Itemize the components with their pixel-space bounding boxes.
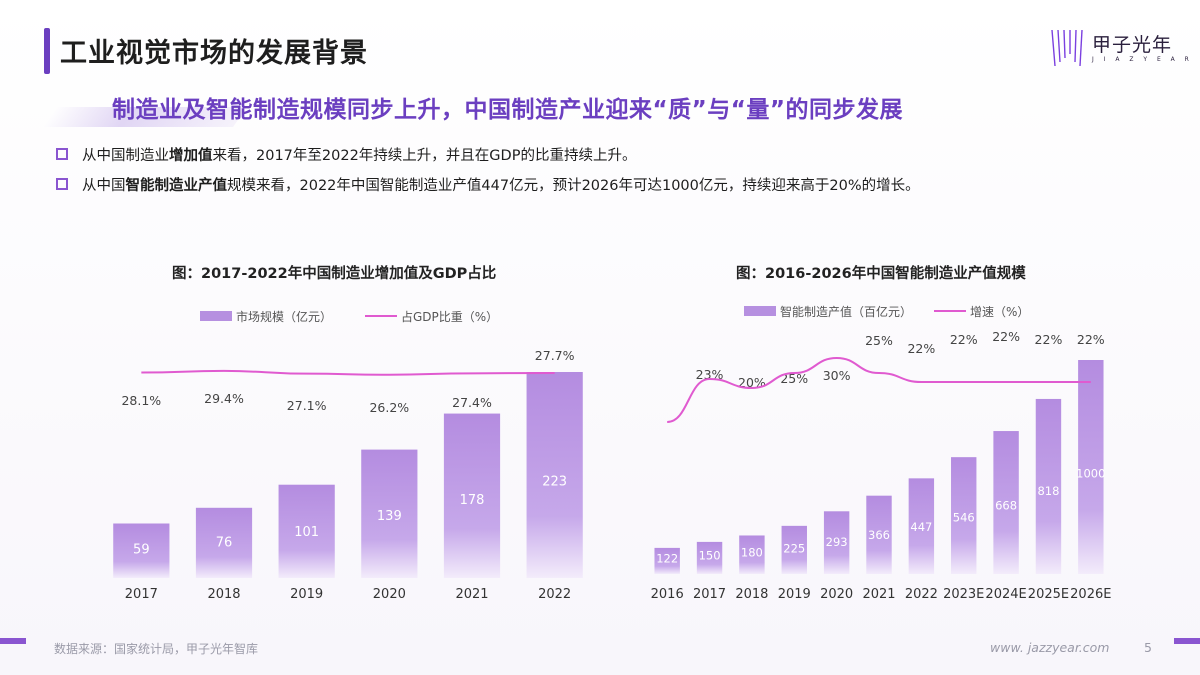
chart-2-bar — [993, 431, 1019, 574]
chart-2-x-tick: 2026E — [1070, 587, 1111, 602]
data-source: 数据来源：国家统计局，甲子光年智库 — [54, 642, 259, 656]
chart-2-bar — [654, 547, 680, 574]
chart-1-line-label: 27.7% — [535, 348, 575, 363]
chart-1-line-label: 27.1% — [287, 398, 327, 413]
chart-1-x-tick: 2020 — [373, 587, 406, 602]
chart-2-line-label: 22% — [1035, 332, 1063, 347]
chart-2-x-tick: 2022 — [905, 587, 938, 602]
chart-2-line-label: 25% — [865, 333, 893, 348]
chart-2-legend-line-label: 增速（%） — [970, 305, 1029, 319]
chart-2-x-tick: 2024E — [985, 587, 1026, 602]
chart-2-bar — [1078, 360, 1104, 574]
chart-1-line-label: 28.1% — [121, 393, 161, 408]
chart-2-bar — [739, 535, 765, 574]
chart-2-bar — [781, 525, 807, 574]
chart-1-legend-bar-label: 市场规模（亿元） — [236, 309, 332, 324]
chart-2-title: 图：2016-2026年中国智能制造业产值规模 — [736, 266, 1026, 282]
chart-2-bar — [908, 478, 935, 574]
chart-2-legend-bar-swatch — [744, 306, 776, 316]
chart-2-bar-value: 447 — [910, 520, 932, 534]
chart-1-bar-value: 76 — [216, 535, 233, 550]
slide-subtitle: 制造业及智能制造规模同步上升，中国制造产业迎来“质”与“量”的同步发展 — [112, 97, 903, 123]
chart-2-bar-value: 1000 — [1076, 467, 1105, 481]
chart-1-bar-value: 223 — [542, 474, 567, 489]
chart-2-x-tick: 2019 — [778, 587, 811, 602]
page-number: 5 — [1144, 640, 1152, 655]
bullet-1: 从中国制造业增加值来看，2017年至2022年持续上升，并且在GDP的比重持续上… — [56, 144, 636, 165]
chart-2-line-label: 25% — [780, 371, 808, 386]
chart-1-bar — [361, 449, 418, 578]
chart-2-bar-value: 225 — [783, 541, 805, 555]
bullet-1-post: 来看，2017年至2022年持续上升，并且在GDP的比重持续上升。 — [212, 148, 637, 164]
chart-2-bar-value: 668 — [995, 499, 1017, 513]
chart-2-line-label: 22% — [907, 341, 935, 356]
chart-2-line-label: 22% — [1077, 332, 1105, 347]
chart-1-line-label: 27.4% — [452, 395, 492, 410]
bullet-square-icon — [56, 178, 68, 190]
chart-2-bar-value: 122 — [656, 551, 678, 565]
chart-2-bar-value: 546 — [953, 510, 975, 524]
chart-1-legend-line-label: 占GDP比重（%） — [401, 309, 498, 324]
chart-2-line — [667, 356, 1091, 423]
chart-2-x-tick: 2017 — [693, 587, 726, 602]
chart-2-legend-bar-label: 智能制造产值（百亿元） — [780, 304, 912, 319]
chart-1-bar — [195, 507, 253, 578]
chart-1-x-tick: 2017 — [125, 587, 158, 602]
chart-1-bar — [526, 372, 583, 578]
chart-1-bar-value: 59 — [133, 542, 150, 557]
chart-2-x-tick: 2021 — [862, 587, 895, 602]
chart-2-bar-value: 818 — [1037, 484, 1059, 498]
chart-1-bar — [113, 523, 170, 578]
chart-2-bar-value: 180 — [741, 546, 763, 560]
logo-subtext: J I A Z Y E A R — [1092, 56, 1193, 63]
logo-text: 甲子光年 — [1092, 34, 1173, 56]
chart-1-bar — [278, 484, 335, 578]
page-title: 工业视觉市场的发展背景 — [60, 38, 368, 69]
chart-2-line-label: 23% — [696, 367, 724, 382]
bullet-1-pre: 从中国制造业 — [82, 148, 169, 164]
chart-2-line-label: 30% — [823, 368, 851, 383]
bullet-square-icon — [56, 148, 68, 160]
chart-2-bar — [823, 511, 850, 574]
chart-2-line-label: 22% — [992, 329, 1020, 344]
chart-1-title: 图：2017-2022年中国制造业增加值及GDP占比 — [172, 266, 497, 282]
chart-2-x-tick: 2020 — [820, 587, 853, 602]
chart-2-bar-value: 366 — [868, 528, 890, 542]
chart-1-legend-bar-swatch — [200, 311, 232, 321]
chart-1-line-label: 26.2% — [369, 400, 409, 415]
chart-1-x-tick: 2019 — [290, 587, 323, 602]
bullet-1-bold: 增加值 — [169, 148, 213, 164]
chart-2-bar — [866, 495, 892, 574]
chart-1-bar-value: 178 — [460, 493, 485, 508]
chart-2-x-tick: 2023E — [943, 587, 984, 602]
chart-2-x-tick: 2016 — [651, 587, 684, 602]
chart-1-line-label: 29.4% — [204, 391, 244, 406]
jiazi-logo-icon — [1051, 29, 1083, 67]
footer-accent-right — [1174, 638, 1200, 644]
chart-2-line-label: 22% — [950, 332, 978, 347]
footer-accent-left — [0, 638, 26, 644]
chart-2-bar-value: 293 — [826, 535, 848, 549]
chart-2-bar — [696, 541, 723, 574]
chart-1-bar-value: 101 — [294, 525, 319, 540]
title-accent-bar — [44, 28, 50, 74]
website-link[interactable]: www. jazzyear.com — [990, 640, 1110, 655]
chart-1-line — [141, 369, 555, 376]
bullet-2: 从中国智能制造业产值规模来看，2022年中国智能制造业产值447亿元，预计202… — [56, 174, 920, 195]
bullet-2-bold: 智能制造业产值 — [125, 178, 228, 194]
chart-2-x-tick: 2018 — [735, 587, 768, 602]
chart-1-x-tick: 2022 — [538, 587, 571, 602]
chart-1-x-tick: 2018 — [207, 587, 240, 602]
chart-2-bar — [951, 457, 977, 574]
bullet-2-pre: 从中国 — [82, 178, 126, 194]
chart-1-bar — [443, 413, 501, 578]
chart-2-bar — [1035, 398, 1062, 574]
chart-2-line-label: 20% — [738, 375, 766, 390]
chart-2-x-tick: 2025E — [1028, 587, 1069, 602]
chart-2-bar-value: 150 — [699, 549, 721, 563]
chart-1-bar-value: 139 — [377, 509, 402, 524]
chart-1-x-tick: 2021 — [455, 587, 488, 602]
bullet-2-post: 规模来看，2022年中国智能制造业产值447亿元，预计2026年可达1000亿元… — [227, 178, 920, 194]
